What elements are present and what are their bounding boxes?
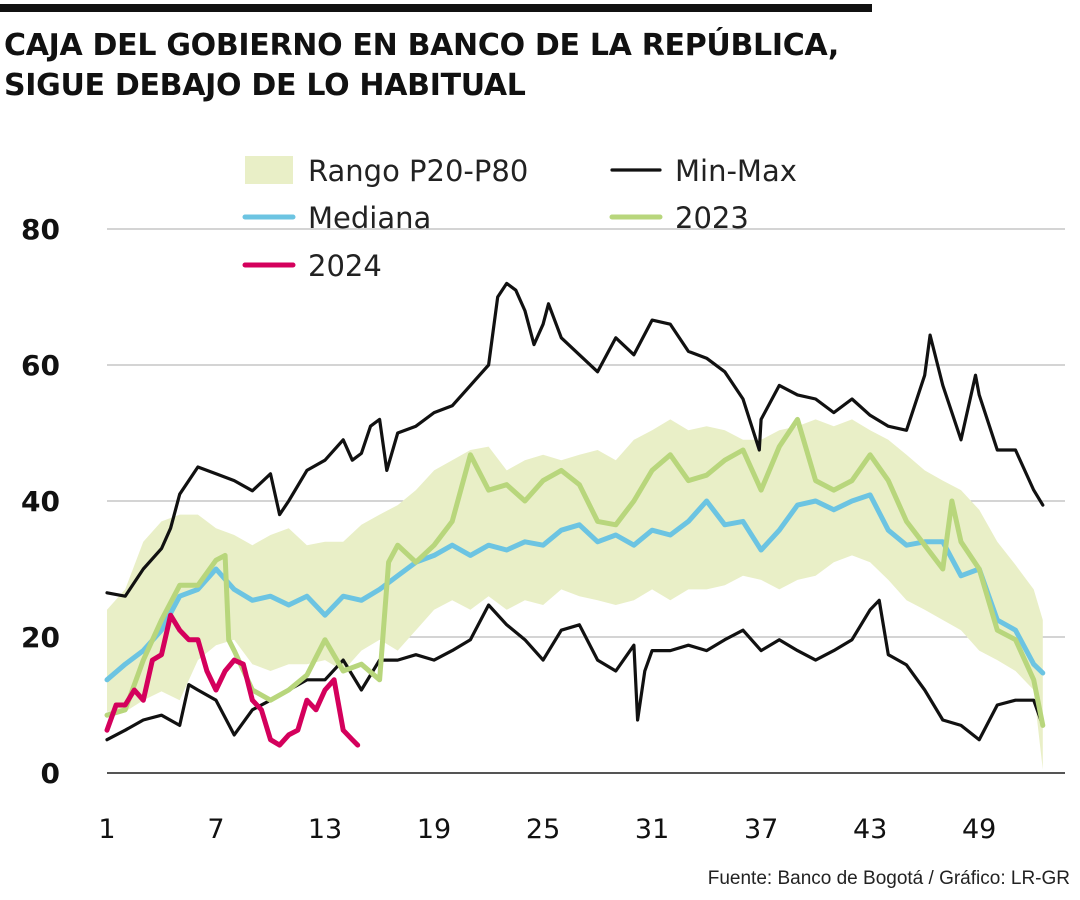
legend-label-y2024: 2024 <box>308 249 382 283</box>
x-tick-label: 13 <box>308 814 342 845</box>
x-tick-label: 43 <box>853 814 887 845</box>
x-tick-label: 7 <box>207 814 224 845</box>
source-note: Fuente: Banco de Bogotá / Gráfico: LR-GR <box>707 868 1070 889</box>
x-tick-label: 25 <box>526 814 560 845</box>
x-tick-label: 31 <box>635 814 669 845</box>
series-lines <box>104 281 1046 748</box>
legend: Rango P20-P80 Min-Max Mediana 2023 2024 <box>242 154 797 283</box>
legend-label-band: Rango P20-P80 <box>308 154 528 188</box>
chart-title: CAJA DEL GOBIERNO EN BANCO DE LA REPÚBLI… <box>4 26 839 106</box>
legend-label-minmax: Min-Max <box>675 154 797 188</box>
legend-label-y2023: 2023 <box>675 201 749 235</box>
x-axis-ticks: 1 7 13 19 25 31 37 43 49 <box>98 814 996 845</box>
legend-label-median: Mediana <box>308 201 431 235</box>
x-tick-label: 37 <box>744 814 778 845</box>
top-rule <box>0 4 872 12</box>
x-tick-label: 19 <box>417 814 451 845</box>
y-tick-label: 0 <box>41 757 60 790</box>
y-axis-ticks: 0 20 40 60 80 <box>21 213 60 790</box>
series-line-y2024 <box>104 612 361 748</box>
y-tick-label: 80 <box>21 213 60 246</box>
legend-swatch-band <box>245 156 293 184</box>
band-area <box>107 419 1043 770</box>
y-tick-label: 40 <box>21 485 60 518</box>
x-tick-label: 49 <box>962 814 996 845</box>
x-tick-label: 1 <box>98 814 115 845</box>
p20-p80-band <box>107 419 1043 770</box>
title-line-2: SIGUE DEBAJO DE LO HABITUAL <box>4 68 526 103</box>
y-tick-label: 20 <box>21 621 60 654</box>
title-line-1: CAJA DEL GOBIERNO EN BANCO DE LA REPÚBLI… <box>4 28 840 63</box>
series-line-max <box>105 281 1045 598</box>
series-line-median <box>104 492 1046 683</box>
y-tick-label: 60 <box>21 349 60 382</box>
